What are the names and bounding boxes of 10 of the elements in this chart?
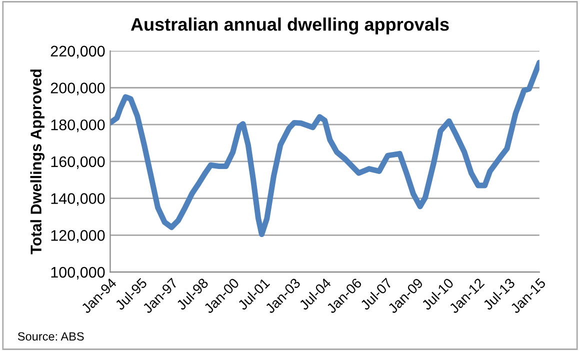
y-axis-title: Total Dwellings Approved (30, 70, 45, 254)
chart-title: Australian annual dwelling approvals (130, 18, 449, 34)
y-tick-label: 200,000 (50, 82, 105, 96)
y-tick-label: 220,000 (50, 46, 105, 58)
source-note: Source: ABS (18, 332, 84, 341)
y-tick-label: 120,000 (51, 230, 105, 243)
y-tick-label: 160,000 (51, 156, 105, 169)
y-tick-label: 180,000 (51, 119, 105, 132)
y-tick-label: 140,000 (51, 193, 105, 206)
y-tick-label: 100,000 (51, 266, 105, 280)
